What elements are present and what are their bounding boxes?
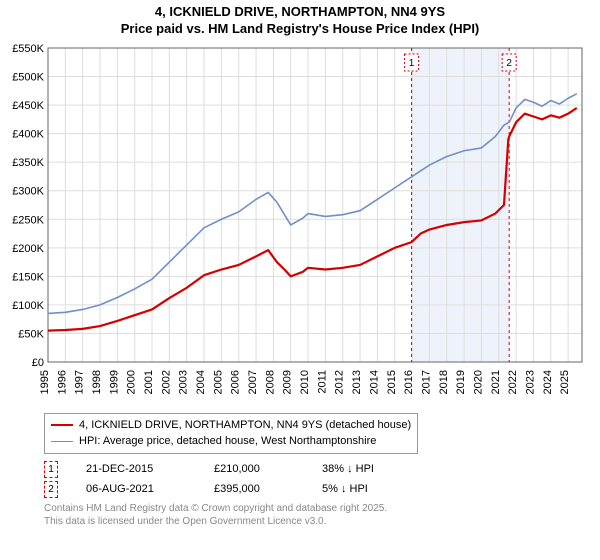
svg-text:£250K: £250K	[12, 214, 44, 226]
svg-text:2019: 2019	[455, 370, 467, 394]
footer-line-2: This data is licensed under the Open Gov…	[44, 515, 592, 528]
svg-text:1997: 1997	[74, 370, 86, 394]
svg-text:2016: 2016	[403, 370, 415, 394]
svg-text:£200K: £200K	[12, 243, 44, 255]
svg-text:2020: 2020	[472, 370, 484, 394]
svg-text:2022: 2022	[507, 370, 519, 394]
svg-text:1996: 1996	[56, 370, 68, 394]
legend-label: 4, ICKNIELD DRIVE, NORTHAMPTON, NN4 9YS …	[79, 417, 411, 434]
svg-text:£350K: £350K	[12, 157, 44, 169]
svg-text:1998: 1998	[91, 370, 103, 394]
sale-date: 06-AUG-2021	[86, 483, 186, 495]
svg-text:2004: 2004	[195, 370, 207, 394]
svg-text:£300K: £300K	[12, 186, 44, 198]
svg-text:£0: £0	[32, 357, 44, 369]
svg-text:2017: 2017	[420, 370, 432, 394]
svg-text:2012: 2012	[334, 370, 346, 394]
sale-date: 21-DEC-2015	[86, 463, 186, 475]
legend-swatch	[51, 441, 73, 443]
footer-attribution: Contains HM Land Registry data © Crown c…	[44, 502, 592, 528]
sale-row: 2 06-AUG-2021 £395,000 5% ↓ HPI	[44, 481, 592, 498]
legend-label: HPI: Average price, detached house, West…	[79, 433, 376, 450]
svg-text:2008: 2008	[264, 370, 276, 394]
svg-text:2015: 2015	[386, 370, 398, 394]
svg-text:£450K: £450K	[12, 100, 44, 112]
legend: 4, ICKNIELD DRIVE, NORTHAMPTON, NN4 9YS …	[44, 413, 418, 454]
legend-row: 4, ICKNIELD DRIVE, NORTHAMPTON, NN4 9YS …	[51, 417, 411, 434]
svg-text:2018: 2018	[438, 370, 450, 394]
svg-text:2000: 2000	[126, 370, 138, 394]
svg-text:1999: 1999	[108, 370, 120, 394]
svg-text:2003: 2003	[178, 370, 190, 394]
title-line-1: 4, ICKNIELD DRIVE, NORTHAMPTON, NN4 9YS	[8, 4, 592, 21]
svg-text:2011: 2011	[316, 370, 328, 394]
legend-swatch	[51, 424, 73, 426]
svg-text:2001: 2001	[143, 370, 155, 394]
svg-text:2013: 2013	[351, 370, 363, 394]
svg-text:1995: 1995	[39, 370, 51, 394]
price-chart: £0 £50K £100K £150K £200K £250K £300K £350K £400…	[8, 42, 588, 407]
svg-text:2021: 2021	[490, 370, 502, 394]
svg-text:2006: 2006	[230, 370, 242, 394]
svg-text:£100K: £100K	[12, 300, 44, 312]
sale-marker: 2	[44, 481, 58, 498]
svg-text:£550K: £550K	[12, 43, 44, 55]
svg-text:2: 2	[506, 58, 512, 69]
sale-price: £395,000	[214, 483, 294, 495]
sale-row: 1 21-DEC-2015 £210,000 38% ↓ HPI	[44, 461, 592, 478]
svg-text:2009: 2009	[282, 370, 294, 394]
title-line-2: Price paid vs. HM Land Registry's House …	[8, 21, 592, 38]
chart-container: £0 £50K £100K £150K £200K £250K £300K £350K £400…	[8, 42, 592, 407]
sale-delta: 5% ↓ HPI	[322, 483, 368, 495]
svg-text:2005: 2005	[212, 370, 224, 394]
svg-text:2002: 2002	[160, 370, 172, 394]
svg-text:£500K: £500K	[12, 71, 44, 83]
footer-line-1: Contains HM Land Registry data © Crown c…	[44, 502, 592, 515]
svg-text:£50K: £50K	[18, 328, 44, 340]
svg-text:2025: 2025	[559, 370, 571, 394]
svg-text:2007: 2007	[247, 370, 259, 394]
svg-text:£400K: £400K	[12, 128, 44, 140]
legend-row: HPI: Average price, detached house, West…	[51, 433, 411, 450]
svg-text:2010: 2010	[299, 370, 311, 394]
chart-title-block: 4, ICKNIELD DRIVE, NORTHAMPTON, NN4 9YS …	[8, 4, 592, 38]
svg-text:1: 1	[409, 58, 415, 69]
svg-text:2014: 2014	[368, 370, 380, 394]
svg-text:£150K: £150K	[12, 271, 44, 283]
sale-delta: 38% ↓ HPI	[322, 463, 374, 475]
svg-text:2024: 2024	[542, 370, 554, 394]
sales-table: 1 21-DEC-2015 £210,000 38% ↓ HPI 2 06-AUG-202…	[44, 461, 592, 498]
sale-marker: 1	[44, 461, 58, 478]
sale-price: £210,000	[214, 463, 294, 475]
svg-text:2023: 2023	[524, 370, 536, 394]
